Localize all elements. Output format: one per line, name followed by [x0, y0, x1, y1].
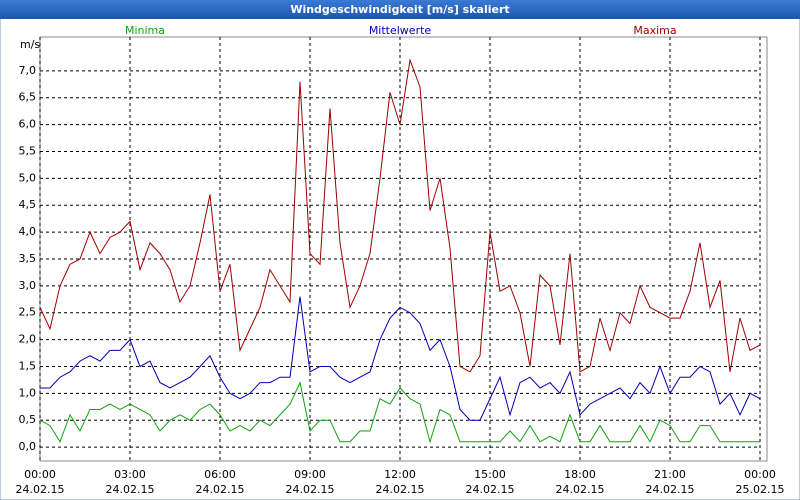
y-tick-label: 5,0: [19, 171, 37, 184]
series-line: [39, 381, 760, 444]
x-tick-label: 18:00: [564, 468, 596, 481]
x-tick-label: 15:00: [474, 468, 506, 481]
legend-entry: Mittelwerte: [369, 24, 432, 37]
x-tick-date: 24.02.15: [106, 483, 155, 496]
y-tick-label: 6,0: [19, 118, 37, 131]
x-tick-label: 12:00: [384, 468, 416, 481]
title-bar: [0, 0, 800, 19]
y-tick-label: 0,0: [19, 440, 37, 453]
x-tick-label: 06:00: [204, 468, 236, 481]
x-tick-date: 24.02.15: [646, 483, 695, 496]
y-tick-label: 7,0: [19, 64, 37, 77]
x-tick-date: 24.02.15: [376, 483, 425, 496]
x-tick-date: 25.02.15: [736, 483, 785, 496]
y-tick-label: 2,0: [19, 333, 37, 346]
x-tick-label: 21:00: [654, 468, 686, 481]
y-tick-label: 0,5: [19, 413, 37, 426]
y-tick-label: 3,5: [19, 252, 37, 265]
series-line: [39, 58, 761, 373]
series-line: [40, 296, 761, 421]
x-tick-date: 24.02.15: [196, 483, 245, 496]
x-tick-date: 24.02.15: [466, 483, 515, 496]
x-tick-label: 03:00: [114, 468, 146, 481]
y-tick-label: 1,0: [19, 386, 37, 399]
chart-title: Windgeschwindigkeit [m/s] skaliert: [290, 3, 509, 16]
legend-entry: Minima: [125, 24, 165, 37]
x-tick-date: 24.02.15: [16, 483, 65, 496]
x-tick-label: 00:00: [24, 468, 56, 481]
y-tick-label: 6,5: [19, 91, 37, 104]
y-tick-label: 3,0: [19, 279, 37, 292]
y-tick-label: 4,5: [19, 198, 37, 211]
y-tick-label: 2,5: [19, 306, 37, 319]
y-tick-label: 4,0: [19, 225, 37, 238]
y-tick-label: 5,5: [19, 144, 37, 157]
y-tick-label: 1,5: [19, 359, 37, 372]
x-tick-date: 24.02.15: [286, 483, 335, 496]
x-tick-label: 00:00: [744, 468, 776, 481]
legend-entry: Maxima: [633, 24, 676, 37]
y-axis-label: m/s: [20, 38, 40, 51]
x-tick-date: 24.02.15: [556, 483, 605, 496]
x-tick-label: 09:00: [294, 468, 326, 481]
